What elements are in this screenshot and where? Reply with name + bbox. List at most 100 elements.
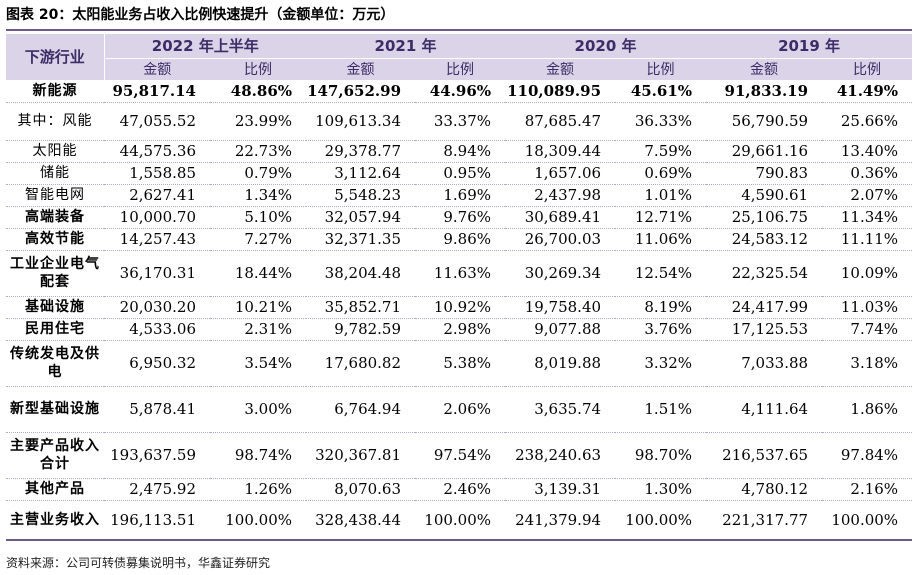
year-header-2020: 2020 年 [505, 34, 707, 59]
ratio-cell: 3.18% [822, 340, 913, 387]
amount-cell: 26,700.03 [505, 228, 616, 251]
amount-cell: 790.83 [706, 162, 823, 185]
amount-cell: 196,113.51 [104, 500, 210, 541]
amount-cell: 30,269.34 [505, 250, 616, 297]
ratio-cell: 10.92% [415, 296, 506, 319]
amount-cell: 24,583.12 [706, 228, 823, 251]
ratio-header: 比例 [415, 58, 506, 81]
ratio-cell: 1.30% [615, 478, 707, 501]
amount-cell: 4,533.06 [104, 318, 210, 341]
ratio-cell: 3.54% [210, 340, 307, 387]
row-label: 其中：风能 [6, 102, 104, 141]
amount-cell: 18,309.44 [505, 140, 616, 163]
amount-cell: 29,661.16 [706, 140, 823, 163]
ratio-cell: 98.70% [615, 432, 707, 479]
amount-header: 金额 [706, 58, 823, 81]
table-row: 工业企业电气配套 36,170.31 18.44% 38,204.48 11.63% 30… [6, 250, 913, 297]
amount-cell: 2,627.41 [104, 184, 210, 207]
ratio-cell: 11.11% [822, 228, 913, 251]
ratio-cell: 2.98% [415, 318, 506, 341]
ratio-cell: 11.34% [822, 206, 913, 229]
ratio-cell: 1.86% [822, 386, 913, 433]
amount-cell: 4,111.64 [706, 386, 823, 433]
ratio-cell: 0.79% [210, 162, 307, 185]
ratio-cell: 48.86% [210, 80, 307, 103]
amount-cell: 87,685.47 [505, 102, 616, 141]
amount-cell: 30,689.41 [505, 206, 616, 229]
ratio-cell: 1.51% [615, 386, 707, 433]
ratio-cell: 44.96% [415, 80, 506, 103]
amount-cell: 95,817.14 [104, 80, 210, 103]
amount-cell: 2,437.98 [505, 184, 616, 207]
row-label: 主要产品收入合计 [6, 432, 104, 479]
revenue-table: 下游行业 2022 年上半年 2021 年 2020 年 2019 年 金额 比… [6, 34, 913, 541]
ratio-cell: 1.69% [415, 184, 506, 207]
ratio-cell: 11.03% [822, 296, 913, 319]
amount-cell: 9,077.88 [505, 318, 616, 341]
ratio-cell: 10.21% [210, 296, 307, 319]
row-label: 工业企业电气配套 [6, 250, 104, 297]
top-rule [6, 29, 912, 31]
year-header-2019: 2019 年 [706, 34, 913, 59]
figure-title: 图表 20：太阳能业务占收入比例快速提升（金额单位：万元） [6, 7, 395, 23]
table-row: 太阳能 44,575.36 22.73% 29,378.77 8.94% 18,309.4… [6, 140, 913, 163]
row-label: 民用住宅 [6, 318, 104, 341]
ratio-cell: 1.01% [615, 184, 707, 207]
ratio-cell: 1.26% [210, 478, 307, 501]
amount-cell: 1,558.85 [104, 162, 210, 185]
ratio-cell: 25.66% [822, 102, 913, 141]
amount-cell: 91,833.19 [706, 80, 823, 103]
table-row: 其他产品 2,475.92 1.26% 8,070.63 2.46% 3,139.31 1.… [6, 478, 913, 501]
ratio-cell: 45.61% [615, 80, 707, 103]
amount-cell: 221,317.77 [706, 500, 823, 541]
ratio-cell: 98.74% [210, 432, 307, 479]
table-row: 高端装备 10,000.70 5.10% 32,057.94 9.76% 30,689.4… [6, 206, 913, 229]
ratio-header: 比例 [210, 58, 307, 81]
ratio-cell: 3.76% [615, 318, 707, 341]
table-row: 民用住宅 4,533.06 2.31% 9,782.59 2.98% 9,077.88 3.… [6, 318, 913, 341]
ratio-cell: 11.06% [615, 228, 707, 251]
ratio-cell: 0.36% [822, 162, 913, 185]
amount-cell: 109,613.34 [306, 102, 416, 141]
ratio-cell: 12.54% [615, 250, 707, 297]
ratio-cell: 11.63% [415, 250, 506, 297]
table-row: 主营业务收入 196,113.51 100.00% 328,438.44 100.00%… [6, 500, 913, 541]
amount-cell: 20,030.20 [104, 296, 210, 319]
table-row: 新能源 95,817.14 48.86% 147,652.99 44.96% 110,08… [6, 80, 913, 103]
row-label: 新能源 [6, 80, 104, 103]
row-label: 高端装备 [6, 206, 104, 229]
ratio-cell: 7.59% [615, 140, 707, 163]
row-label: 新型基础设施 [6, 386, 104, 433]
amount-cell: 3,139.31 [505, 478, 616, 501]
amount-cell: 32,057.94 [306, 206, 416, 229]
ratio-cell: 97.84% [822, 432, 913, 479]
amount-cell: 2,475.92 [104, 478, 210, 501]
amount-cell: 238,240.63 [505, 432, 616, 479]
amount-cell: 47,055.52 [104, 102, 210, 141]
amount-cell: 24,417.99 [706, 296, 823, 319]
row-label: 储能 [6, 162, 104, 185]
amount-cell: 5,878.41 [104, 386, 210, 433]
table-row: 传统发电及供电 6,950.32 3.54% 17,680.82 5.38% 8,019.… [6, 340, 913, 387]
ratio-cell: 8.94% [415, 140, 506, 163]
row-label: 智能电网 [6, 184, 104, 207]
row-label: 主营业务收入 [6, 500, 104, 541]
table-body: 新能源 95,817.14 48.86% 147,652.99 44.96% 110,08… [6, 80, 913, 541]
table-row: 基础设施 20,030.20 10.21% 35,852.71 10.92% 19,758… [6, 296, 913, 319]
row-label: 太阳能 [6, 140, 104, 163]
amount-cell: 241,379.94 [505, 500, 616, 541]
amount-cell: 5,548.23 [306, 184, 416, 207]
amount-cell: 328,438.44 [306, 500, 416, 541]
table-row: 主要产品收入合计 193,637.59 98.74% 320,367.81 97.54%… [6, 432, 913, 479]
amount-cell: 216,537.65 [706, 432, 823, 479]
ratio-cell: 9.76% [415, 206, 506, 229]
amount-header: 金额 [505, 58, 616, 81]
amount-cell: 110,089.95 [505, 80, 616, 103]
amount-cell: 38,204.48 [306, 250, 416, 297]
amount-cell: 1,657.06 [505, 162, 616, 185]
amount-cell: 7,033.88 [706, 340, 823, 387]
row-label: 传统发电及供电 [6, 340, 104, 387]
ratio-cell: 18.44% [210, 250, 307, 297]
amount-cell: 17,125.53 [706, 318, 823, 341]
amount-cell: 147,652.99 [306, 80, 416, 103]
